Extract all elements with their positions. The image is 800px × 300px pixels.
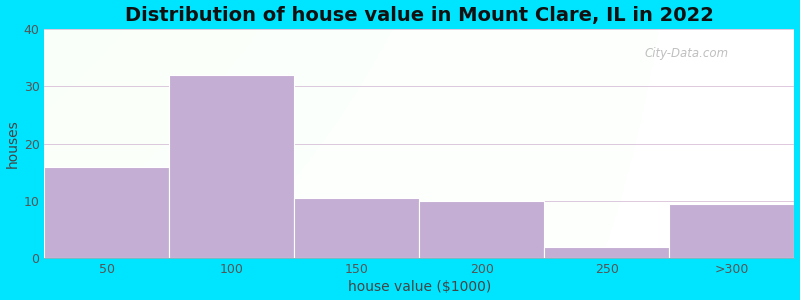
Bar	[419, 201, 545, 258]
X-axis label: house value ($1000): house value ($1000)	[348, 280, 491, 294]
Bar	[545, 247, 670, 258]
Y-axis label: houses: houses	[6, 119, 19, 168]
Bar	[170, 75, 294, 258]
Text: City-Data.com: City-Data.com	[645, 47, 729, 60]
Bar	[670, 204, 794, 258]
Bar	[294, 198, 419, 258]
Bar	[45, 167, 170, 258]
Title: Distribution of house value in Mount Clare, IL in 2022: Distribution of house value in Mount Cla…	[125, 6, 714, 25]
